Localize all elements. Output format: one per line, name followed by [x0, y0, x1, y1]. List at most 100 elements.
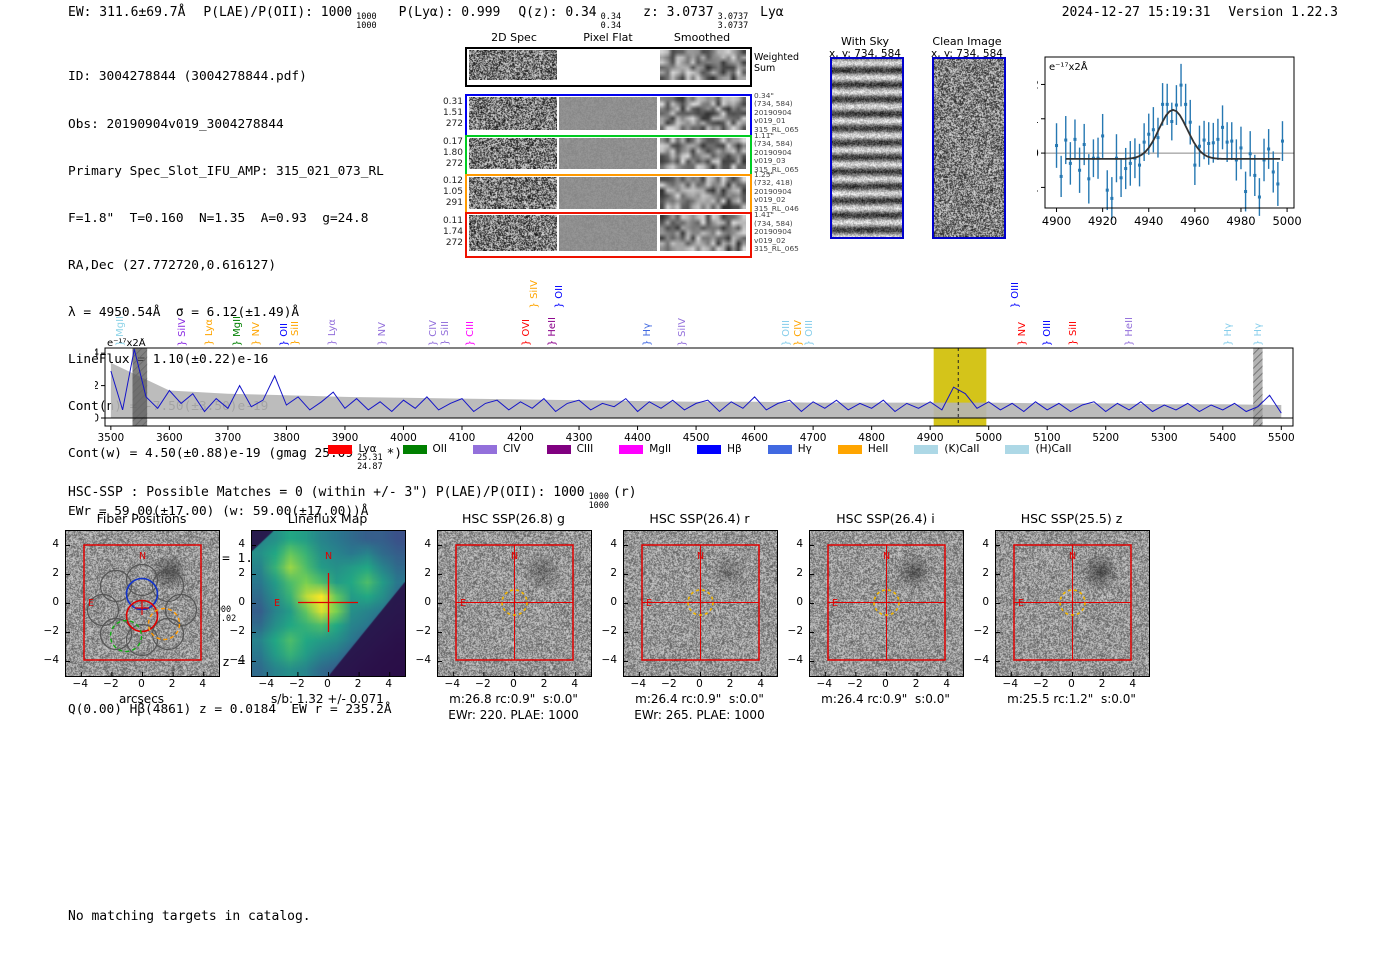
- label-weighted-sum: Weighted Sum: [754, 52, 799, 74]
- legend-label: CIV: [502, 443, 521, 455]
- panel-xtick-label: −2: [103, 678, 119, 690]
- plae-fraction: 1000 1000: [356, 12, 377, 31]
- legend-item: Hβ: [697, 443, 742, 455]
- report-datetime: 2024-12-27 15:19:31: [1061, 5, 1211, 20]
- panel-xtick-label: 4: [943, 678, 951, 690]
- svg-text:3900: 3900: [332, 432, 359, 444]
- label-pixel-flat: Pixel Flat: [583, 31, 633, 44]
- svg-text:4200: 4200: [507, 432, 534, 444]
- panel-xtick-label: −4: [444, 678, 461, 690]
- info-obs: Obs: 20190904v019_3004278844: [68, 116, 284, 132]
- panel-ytick-label: −2: [787, 624, 803, 637]
- svg-text:0: 0: [95, 413, 99, 425]
- svg-text:4000: 4000: [390, 432, 417, 444]
- panel-ytick-label: −2: [229, 624, 245, 637]
- panel-ytick-label: 2: [424, 566, 431, 579]
- emission-line-label: } NV: [1011, 260, 1033, 346]
- legend-label: HeII: [867, 443, 889, 455]
- panel-ytick-label: 2: [610, 566, 617, 579]
- svg-text:3500: 3500: [97, 432, 124, 444]
- z-summary: z: 3.0737: [643, 5, 714, 20]
- twod-row: 0.12 1.05 291 1.25" (732, 418) 20190904 v019_0…: [443, 170, 799, 216]
- info-ewr: EWr = 59.00(±17.00) (w: 59.00(±17.00))Å: [68, 503, 369, 519]
- panel-ytick-label: 2: [796, 566, 803, 579]
- info-cont-w: Cont(w) = 4.50(±0.88)e-19 (gmag 25.09 25.…: [68, 446, 403, 473]
- catalog-note: No matching targets in catalog. Row inte…: [68, 876, 311, 953]
- twod-row: [465, 47, 752, 87]
- svg-text:5000: 5000: [975, 432, 1002, 444]
- svg-text:E: E: [832, 598, 838, 609]
- z-fraction: 3.0737 3.0737: [717, 12, 749, 31]
- panel-ytick-label: 2: [982, 566, 989, 579]
- panel-title: HSC SSP(26.4) i: [836, 511, 935, 526]
- svg-text:E: E: [1018, 598, 1024, 609]
- panel-xtick-label: 0: [510, 678, 517, 690]
- emission-line-label: } HeII: [541, 260, 563, 346]
- twod-smoothed-image: [660, 176, 746, 209]
- panel-ytick-label: −2: [415, 624, 431, 637]
- panel-ytick-label: −4: [415, 653, 431, 666]
- panel-xtick-label: −4: [72, 678, 89, 690]
- twod-row-right-label: 0.34" (734, 584) 20190904 v019_01 315_RL_065: [754, 90, 799, 134]
- panel-xtick-label: 2: [168, 678, 176, 690]
- legend-label: Lyα: [358, 443, 377, 455]
- svg-text:4500: 4500: [683, 432, 710, 444]
- panel-title: HSC SSP(26.4) r: [649, 511, 750, 526]
- emission-line-label: } Lyα: [322, 260, 344, 346]
- emission-line-label: } OII: [273, 260, 295, 346]
- svg-text:0: 0: [1037, 146, 1039, 160]
- panel-caption2: EWr: 265. PLAE: 1000: [634, 708, 765, 722]
- full-spectrum-svg: 3500 3600 3700 3800 3900 4000 4100 4200 4300 4400…: [92, 336, 1294, 444]
- twod-row: 0.31 1.51 272 0.34" (734, 584) 20190904 v019_0…: [443, 91, 799, 137]
- info-seeing: F=1.8" T=0.160 N=1.35 A=0.93 g=24.8: [68, 210, 369, 226]
- panel-xtick-label: 0: [1068, 678, 1075, 690]
- twod-smoothed-image: [660, 50, 746, 80]
- panel-ytick-label: 2: [238, 566, 245, 579]
- twod-2dspec-image: [469, 215, 557, 251]
- emission-line-label: } OIII: [1004, 222, 1026, 308]
- svg-text:4600: 4600: [741, 432, 768, 444]
- panel-caption: m:26.4 rc:0.9" s:0.0": [821, 692, 950, 706]
- twod-row: 0.11 1.74 272 1.41" (734, 584) 20190904 v019_0…: [443, 210, 799, 258]
- panel-xtick-label: 2: [726, 678, 734, 690]
- svg-text:E: E: [274, 598, 280, 609]
- svg-text:N: N: [883, 551, 890, 562]
- svg-text:2: 2: [95, 380, 99, 392]
- emission-line-label: } SiII: [284, 260, 306, 346]
- panel-ytick-label: 4: [610, 537, 617, 550]
- panel-xtick-label: −2: [847, 678, 863, 690]
- panel-xtick-label: −2: [475, 678, 491, 690]
- emission-line-label: } MgII: [226, 260, 248, 346]
- panel-xtick-label: −4: [816, 678, 833, 690]
- panel-xtick-label: −2: [289, 678, 305, 690]
- panel-xtick-label: 0: [882, 678, 889, 690]
- svg-text:−1: −1: [1037, 180, 1039, 194]
- legend-swatch: [546, 444, 571, 454]
- panel-caption: m:26.8 rc:0.9" s:0.0": [449, 692, 578, 706]
- twod-pixelflat-blank: [559, 49, 657, 81]
- panel-ytick-label: 4: [982, 537, 989, 550]
- qz-fraction: 0.34 0.34: [600, 12, 622, 31]
- twod-smoothed-image: [660, 97, 746, 130]
- line-zoom-svg: 4900 4920 4940 4960 4980 5000 −1 0 1 2 e⁻¹⁷x2Å: [1022, 56, 1302, 228]
- twod-2dspec-image: [469, 50, 557, 80]
- legend-swatch: [767, 444, 792, 454]
- svg-text:e⁻¹⁷x2Å: e⁻¹⁷x2Å: [107, 338, 146, 349]
- legend-item: CIV: [472, 443, 521, 455]
- twod-row-right-label: 1.41" (734, 584) 20190904 v019_02 315_RL_065: [754, 210, 799, 254]
- panel-title: Lineflux Map: [287, 511, 368, 526]
- svg-text:3700: 3700: [215, 432, 242, 444]
- svg-text:E: E: [88, 598, 94, 609]
- svg-text:3800: 3800: [273, 432, 300, 444]
- svg-text:3600: 3600: [156, 432, 183, 444]
- panel-xtick-label: 2: [1098, 678, 1106, 690]
- label-smoothed: Smoothed: [673, 31, 731, 44]
- svg-text:4900: 4900: [917, 432, 944, 444]
- panel-ytick-label: 0: [982, 595, 989, 608]
- legend-label: Hγ: [797, 443, 812, 455]
- legend-swatch: [472, 444, 497, 454]
